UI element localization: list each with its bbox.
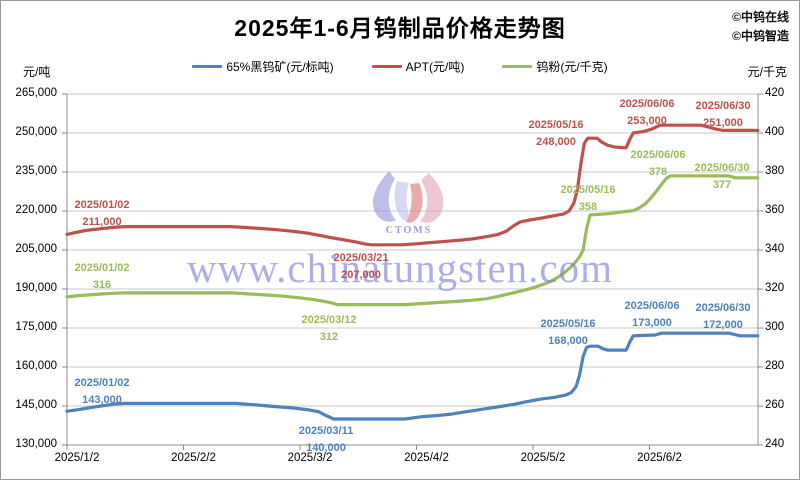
- legend-item: 钨粉(元/千克): [502, 58, 608, 75]
- right-axis-unit: 元/千克: [747, 65, 787, 79]
- annotation-value: 251,000: [703, 117, 743, 129]
- annotation-value: 207,000: [341, 269, 381, 281]
- annotation-date: 2025/06/30: [694, 162, 750, 174]
- credits: ©中钨在线 ©中钨智造: [732, 8, 789, 46]
- right-axis-tick-label: 380: [765, 165, 785, 177]
- annotation-date: 2025/06/30: [695, 302, 751, 314]
- annotation-date: 2025/03/11: [298, 425, 354, 437]
- legend-line-swatch: [502, 65, 533, 68]
- chart-title: 2025年1-6月钨制品价格走势图: [234, 15, 566, 41]
- annotation-date: 2025/06/30: [695, 100, 751, 112]
- legend-line-swatch: [371, 65, 402, 68]
- credit-line-1: ©中钨在线: [732, 10, 789, 24]
- series-line-APT(元/吨): [65, 123, 760, 247]
- left-axis-tick-label: 265,000: [15, 87, 57, 99]
- annotation-value: 378: [648, 166, 668, 178]
- credit-line-2: ©中钨智造: [732, 29, 789, 43]
- annotation-date: 2025/05/16: [528, 119, 584, 131]
- left-axis-tick-label: 205,000: [15, 243, 57, 255]
- left-axis-tick-label: 220,000: [15, 204, 57, 216]
- annotation-date: 2025/05/16: [540, 318, 596, 330]
- legend: 65%黑钨矿(元/标吨) APT(元/吨) 钨粉(元/千克): [1, 58, 799, 75]
- left-axis-tick-label: 160,000: [15, 360, 57, 372]
- watermark-url: www.chinatungsten.com: [187, 245, 613, 291]
- annotation-value: 316: [92, 279, 112, 291]
- annotation-date: 2025/06/06: [624, 300, 680, 312]
- right-axis-tick-label: 420: [765, 87, 785, 99]
- legend-item: APT(元/吨): [371, 58, 465, 75]
- annotation-date: 2025/01/02: [74, 377, 130, 389]
- left-axis-unit: 元/吨: [23, 65, 51, 79]
- annotation-value: 248,000: [536, 136, 576, 148]
- left-axis-tick-label: 250,000: [15, 126, 57, 138]
- x-axis-tick-label: 2025/1/2: [54, 452, 100, 464]
- annotation-date: 2025/06/06: [630, 149, 686, 161]
- annotation-value: 377: [712, 179, 732, 191]
- annotation-date: 2025/05/16: [560, 184, 616, 196]
- x-axis-tick-label: 2025/6/2: [637, 452, 682, 464]
- left-axis-tick-label: 235,000: [15, 165, 57, 177]
- x-axis-tick-label: 2025/4/2: [404, 452, 449, 464]
- right-axis-tick-label: 320: [765, 282, 785, 294]
- annotation-value: 358: [578, 201, 598, 213]
- annotation-value: 168,000: [548, 335, 588, 347]
- x-axis-tick-label: 2025/3/2: [287, 452, 333, 464]
- annotation-value: 211,000: [82, 216, 122, 228]
- right-axis-tick-label: 300: [765, 321, 785, 333]
- annotation-value: 140,000: [306, 442, 346, 454]
- annotation-value: 173,000: [632, 317, 672, 329]
- annotation-date: 2025/06/06: [619, 98, 675, 110]
- annotation-value: 253,000: [627, 115, 667, 127]
- legend-label: APT(元/吨): [405, 60, 465, 74]
- x-axis-tick-label: 2025/5/2: [520, 452, 566, 464]
- left-axis-tick-label: 145,000: [15, 399, 57, 411]
- legend-item: 65%黑钨矿(元/标吨): [192, 58, 334, 75]
- annotation-date: 2025/03/21: [333, 252, 389, 264]
- legend-line-swatch: [192, 65, 223, 68]
- right-axis-tick-label: 340: [765, 243, 785, 255]
- left-axis-tick-label: 175,000: [15, 321, 57, 333]
- annotation-value: 172,000: [703, 319, 743, 331]
- right-axis-tick-label: 400: [765, 126, 785, 138]
- right-axis-tick-label: 260: [765, 399, 785, 411]
- left-axis-tick-label: 130,000: [15, 438, 57, 450]
- series-line-65%黑钨矿(元/标吨): [65, 331, 760, 421]
- annotation-date: 2025/01/02: [74, 262, 130, 274]
- annotation-value: 312: [319, 331, 339, 343]
- legend-label: 65%黑钨矿(元/标吨): [226, 60, 334, 74]
- watermark-logo-subtext: CTOMS: [385, 225, 433, 236]
- right-axis-tick-label: 240: [765, 438, 785, 450]
- left-axis-tick-label: 190,000: [15, 282, 57, 294]
- annotation-date: 2025/01/02: [74, 199, 130, 211]
- annotation-date: 2025/03/12: [301, 314, 357, 326]
- annotation-value: 143,000: [82, 394, 122, 406]
- series-line-钨粉(元/千克): [65, 174, 760, 307]
- legend-label: 钨粉(元/千克): [536, 60, 608, 74]
- x-axis-tick-label: 2025/2/2: [171, 452, 216, 464]
- right-axis-tick-label: 280: [765, 360, 785, 372]
- watermark-logo: [372, 171, 444, 223]
- right-axis-tick-label: 360: [765, 204, 785, 216]
